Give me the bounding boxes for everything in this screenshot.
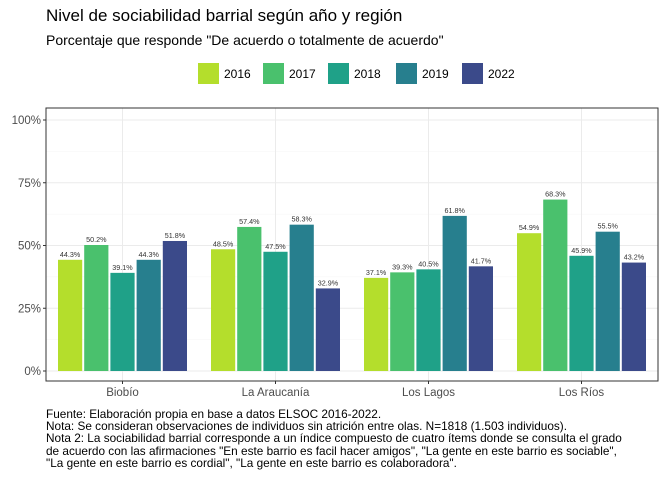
bar (136, 259, 161, 371)
data-label: 43.2% (624, 253, 645, 262)
caption-line: "La gente en este barrio es cordial", "L… (46, 455, 457, 470)
panel-border (45, 107, 659, 382)
bar (468, 266, 493, 371)
y-tick-label: 75% (18, 178, 41, 190)
legend-key (198, 63, 219, 84)
data-label: 57.4% (239, 217, 260, 226)
bar (621, 262, 646, 371)
bar (289, 224, 314, 371)
data-labels: 44.3% 50.2% 39.1% 44.3% 51.8% 48.5% 57.4% 47.5%… (60, 190, 645, 288)
y-axis: 0% 25% 50% 75% 100% (12, 115, 46, 378)
data-label: 41.7% (471, 256, 492, 265)
data-label: 40.5% (418, 259, 439, 268)
legend-key (462, 63, 483, 84)
x-axis: Biobío La Araucanía Los Lagos Los Ríos (106, 381, 604, 399)
data-label: 45.9% (571, 246, 592, 255)
data-label: 48.5% (213, 239, 234, 248)
data-label: 39.1% (112, 263, 133, 272)
bars (58, 199, 646, 371)
bar (364, 277, 389, 371)
bar (84, 244, 109, 371)
legend-key (396, 63, 417, 84)
caption-line: de acuerdo con las afirmaciones "En este… (46, 443, 617, 458)
bar (211, 249, 236, 371)
bar (595, 231, 620, 371)
bar (390, 272, 415, 371)
legend: 2016 2017 2018 2019 2022 (198, 63, 515, 84)
y-tick-label: 0% (24, 366, 41, 378)
data-label: 50.2% (86, 235, 107, 244)
x-tick-label: Biobío (106, 387, 139, 399)
y-tick-label: 50% (18, 241, 41, 253)
legend-key (328, 63, 349, 84)
legend-label: 2018 (354, 67, 381, 81)
data-label: 68.3% (545, 190, 566, 199)
bar (237, 226, 262, 371)
data-label: 55.5% (598, 222, 619, 231)
chart-subtitle: Porcentaje que responde "De acuerdo o to… (46, 32, 444, 48)
data-label: 32.9% (318, 278, 339, 287)
bar (110, 272, 135, 371)
data-label: 47.5% (265, 242, 286, 251)
legend-label: 2017 (289, 67, 316, 81)
bar (569, 255, 594, 371)
caption: Fuente: Elaboración propia en base a dat… (46, 408, 670, 469)
legend-key (263, 63, 284, 84)
bar (162, 240, 187, 371)
data-label: 54.9% (519, 223, 540, 232)
legend-label: 2016 (224, 67, 251, 81)
data-label: 61.8% (445, 206, 466, 215)
legend-label: 2022 (488, 67, 515, 81)
bar (58, 259, 83, 371)
data-label: 58.3% (292, 215, 313, 224)
data-label: 39.3% (392, 262, 413, 271)
caption-line: Nota: Se consideran observaciones de ind… (46, 419, 568, 434)
x-tick-label: Los Ríos (559, 387, 605, 399)
caption-line: Nota 2: La sociabilidad barrial correspo… (46, 431, 622, 446)
x-tick-label: Los Lagos (402, 387, 455, 399)
bar (517, 233, 542, 371)
x-tick-label: La Araucanía (242, 387, 310, 399)
bar (543, 199, 568, 371)
bar (416, 269, 441, 371)
y-tick-label: 25% (18, 303, 41, 315)
legend-label: 2019 (422, 67, 449, 81)
caption-line: Fuente: Elaboración propia en base a dat… (46, 407, 382, 421)
y-tick-label: 100% (12, 115, 41, 127)
bar (315, 288, 340, 371)
data-label: 44.3% (60, 250, 81, 259)
chart-title: Nivel de sociabilidad barrial según año … (46, 6, 403, 25)
data-label: 51.8% (165, 231, 186, 240)
data-label: 37.1% (366, 268, 387, 277)
bar (263, 251, 288, 371)
bar (442, 215, 467, 371)
data-label: 44.3% (139, 250, 160, 259)
